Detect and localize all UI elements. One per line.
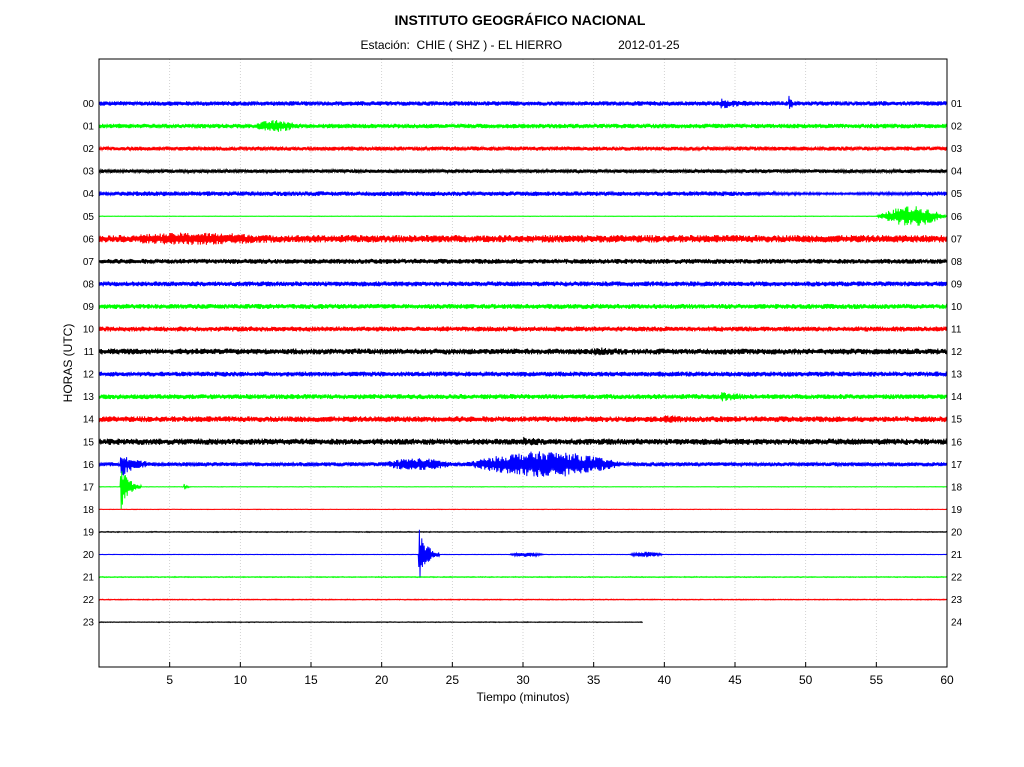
traces: [98, 95, 948, 624]
hour-label-right: 17: [951, 460, 963, 471]
hour-label-right: 10: [951, 302, 963, 313]
hour-label-right: 06: [951, 212, 963, 223]
x-tick-label: 45: [728, 673, 742, 687]
hour-trace: [98, 529, 948, 579]
record-date: 2012-01-25: [618, 38, 680, 52]
hour-trace: [98, 95, 948, 109]
hour-trace: [98, 280, 948, 287]
hour-label-left: 02: [83, 144, 95, 155]
hour-label-left: 20: [83, 550, 95, 561]
hour-label-left: 06: [83, 234, 95, 245]
hour-trace: [98, 257, 948, 265]
hour-label-right: 14: [951, 392, 963, 403]
x-tick-label: 25: [446, 673, 460, 687]
hour-trace: [98, 370, 948, 378]
hour-label-left: 17: [83, 482, 95, 493]
x-tick-label: 20: [375, 673, 389, 687]
hour-label-left: 23: [83, 618, 95, 629]
hour-label-left: 21: [83, 573, 95, 584]
hour-trace: [98, 120, 948, 132]
hour-label-right: 22: [951, 573, 963, 584]
hour-label-right: 15: [951, 415, 963, 426]
x-tick-label: 50: [799, 673, 813, 687]
hour-label-left: 08: [83, 279, 95, 290]
hour-label-right: 18: [951, 482, 963, 493]
hour-label-left: 11: [84, 347, 95, 358]
hour-label-left: 19: [83, 527, 95, 538]
hour-label-right: 16: [951, 437, 963, 448]
hour-label-left: 07: [83, 257, 95, 268]
hour-label-right: 03: [951, 144, 963, 155]
y-axis-label: HORAS (UTC): [61, 324, 75, 403]
hour-label-right: 09: [951, 279, 963, 290]
x-tick-label: 10: [234, 673, 248, 687]
hour-label-left: 18: [83, 505, 95, 516]
hour-trace: [98, 620, 643, 624]
hour-trace: [98, 392, 948, 402]
hour-label-right: 02: [951, 122, 963, 133]
hour-label-right: 11: [951, 325, 962, 336]
page-title: INSTITUTO GEOGRÁFICO NACIONAL: [394, 12, 646, 28]
hour-trace: [98, 598, 948, 601]
grid: [169, 59, 948, 667]
hour-trace: [98, 232, 948, 246]
x-axis-label: Tiempo (minutos): [477, 690, 570, 704]
hour-trace: [98, 145, 948, 152]
hour-label-right: 08: [951, 257, 963, 268]
hour-label-right: 24: [951, 618, 963, 629]
x-tick-label: 5: [166, 673, 173, 687]
hour-label-left: 03: [83, 167, 95, 178]
hour-label-right: 21: [951, 550, 963, 561]
hour-trace: [98, 190, 948, 198]
hour-label-right: 23: [951, 595, 963, 606]
hour-label-right: 04: [951, 167, 963, 178]
hour-label-right: 07: [951, 234, 963, 245]
labels: 5 10 15 20 25 30 35 40 45 50 55 60 00 01 01 02 02 03 03 04 0…: [83, 99, 963, 687]
hour-label-right: 05: [951, 189, 963, 200]
hour-label-right: 20: [951, 527, 963, 538]
plot-frame: [98, 58, 948, 668]
hour-label-right: 01: [951, 99, 963, 110]
x-tick-label: 60: [940, 673, 954, 687]
hour-label-left: 09: [83, 302, 95, 313]
x-tick-label: 15: [304, 673, 318, 687]
station-name: CHIE ( SHZ ) - EL HIERRO: [416, 38, 563, 52]
hour-label-left: 10: [83, 325, 95, 336]
hour-trace: [98, 451, 948, 478]
hour-label-right: 19: [951, 505, 963, 516]
x-tick-label: 40: [658, 673, 672, 687]
hour-label-left: 04: [83, 189, 95, 200]
hour-trace: [98, 167, 948, 175]
hour-trace: [98, 574, 948, 579]
hour-label-left: 15: [83, 437, 95, 448]
hour-label-right: 12: [951, 347, 963, 358]
hour-label-left: 01: [83, 122, 95, 133]
hour-trace: [98, 206, 948, 226]
hour-label-left: 00: [83, 99, 95, 110]
hour-trace: [98, 303, 948, 310]
hour-trace: [98, 471, 947, 509]
station-subtitle: Estación: CHIE ( SHZ ) - EL HIERRO 2012-0…: [0, 38, 1024, 52]
hour-trace: [98, 436, 948, 446]
x-tick-label: 55: [870, 673, 884, 687]
hour-label-left: 13: [83, 392, 95, 403]
x-tick-label: 30: [516, 673, 530, 687]
hour-trace: [98, 347, 948, 356]
hour-label-left: 05: [83, 212, 95, 223]
hour-label-right: 13: [951, 370, 963, 381]
hour-label-left: 22: [83, 595, 95, 606]
hour-trace: [98, 325, 948, 333]
hour-label-left: 12: [83, 370, 95, 381]
x-tick-label: 35: [587, 673, 601, 687]
hour-trace: [98, 530, 948, 534]
hour-label-left: 16: [83, 460, 95, 471]
hour-trace: [98, 415, 948, 423]
hour-label-left: 14: [83, 415, 95, 426]
station-prefix: Estación:: [360, 38, 410, 52]
